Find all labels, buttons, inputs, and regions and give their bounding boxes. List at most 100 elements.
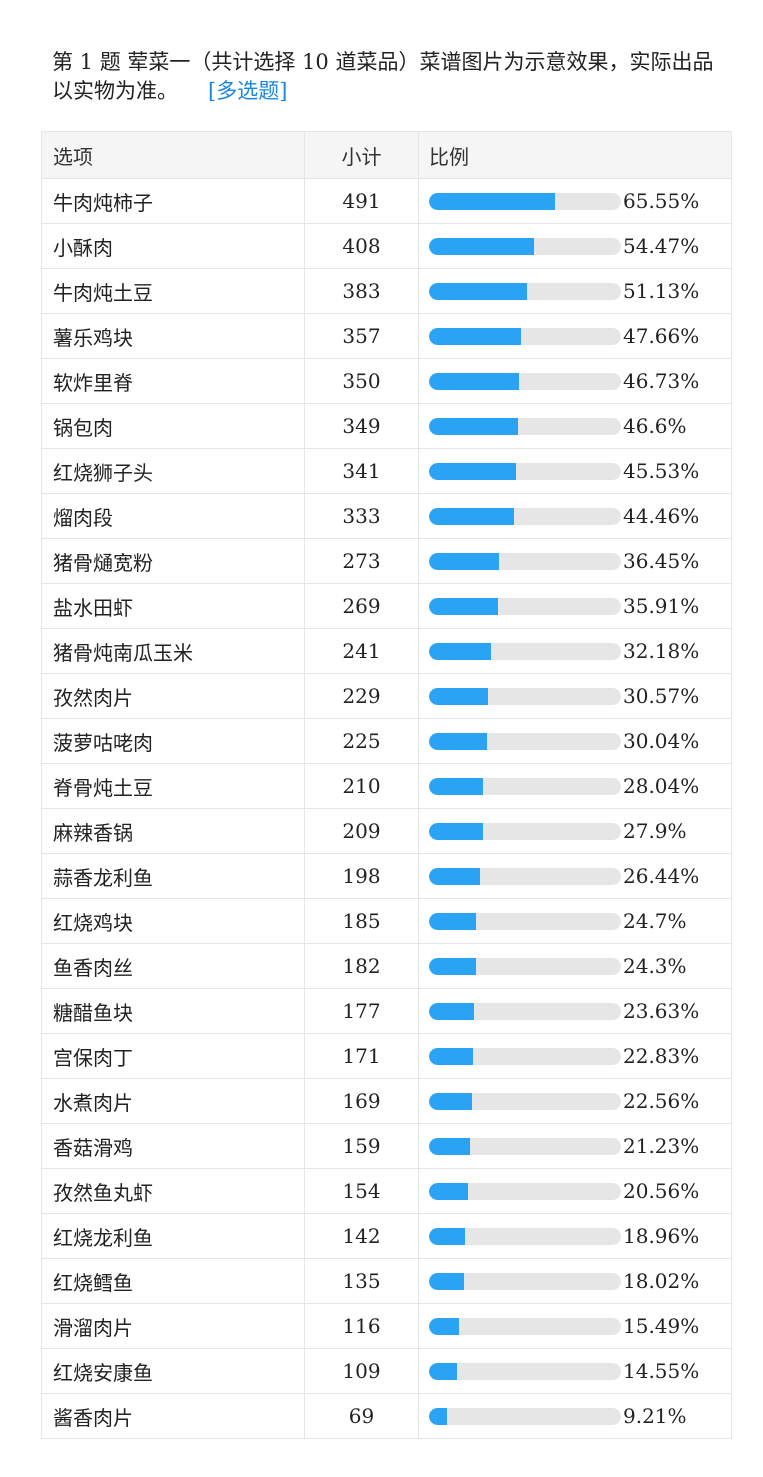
row-count: 198 — [304, 853, 419, 899]
ratio-bar-track — [429, 822, 621, 840]
row-option: 小酥肉 — [41, 223, 305, 269]
ratio-bar-wrap: 14.55% — [429, 1359, 731, 1383]
ratio-percent: 46.73% — [623, 369, 700, 393]
row-option: 薯乐鸡块 — [41, 313, 305, 359]
row-ratio: 44.46% — [418, 493, 732, 539]
row-count: 229 — [304, 673, 419, 719]
ratio-percent: 65.55% — [623, 189, 700, 213]
ratio-bar-track — [429, 1227, 621, 1245]
row-count: 135 — [304, 1258, 419, 1304]
ratio-bar-fill — [429, 327, 521, 345]
row-option: 牛肉炖土豆 — [41, 268, 305, 314]
ratio-bar-wrap: 36.45% — [429, 549, 731, 573]
ratio-bar-fill — [429, 1362, 457, 1380]
ratio-bar-fill — [429, 552, 499, 570]
row-option: 红烧龙利鱼 — [41, 1213, 305, 1259]
table-row: 锅包肉 349 46.6% — [41, 403, 732, 449]
ratio-bar-fill — [429, 1272, 464, 1290]
multi-select-tag[interactable]: [多选题] — [208, 79, 288, 103]
row-option: 牛肉炖柿子 — [41, 178, 305, 224]
ratio-bar-wrap: 27.9% — [429, 819, 731, 843]
ratio-bar-track — [429, 372, 621, 390]
ratio-bar-track — [429, 1272, 621, 1290]
ratio-bar-fill — [429, 282, 528, 300]
ratio-bar-fill — [429, 1227, 466, 1245]
row-option: 红烧狮子头 — [41, 448, 305, 494]
row-ratio: 35.91% — [418, 583, 732, 629]
ratio-bar-wrap: 28.04% — [429, 774, 731, 798]
row-count: 169 — [304, 1078, 419, 1124]
row-ratio: 21.23% — [418, 1123, 732, 1169]
ratio-bar-fill — [429, 237, 534, 255]
ratio-bar-fill — [429, 507, 515, 525]
ratio-percent: 32.18% — [623, 639, 700, 663]
row-ratio: 47.66% — [418, 313, 732, 359]
ratio-bar-wrap: 30.57% — [429, 684, 731, 708]
row-ratio: 51.13% — [418, 268, 732, 314]
ratio-bar-wrap: 9.21% — [429, 1404, 731, 1428]
ratio-bar-wrap: 18.02% — [429, 1269, 731, 1293]
ratio-percent: 27.9% — [623, 819, 687, 843]
ratio-percent: 44.46% — [623, 504, 700, 528]
ratio-bar-track — [429, 237, 621, 255]
row-ratio: 15.49% — [418, 1303, 732, 1349]
row-ratio: 46.6% — [418, 403, 732, 449]
row-count: 209 — [304, 808, 419, 854]
ratio-bar-fill — [429, 732, 487, 750]
ratio-percent: 20.56% — [623, 1179, 700, 1203]
ratio-bar-track — [429, 912, 621, 930]
ratio-bar-track — [429, 327, 621, 345]
table-row: 糖醋鱼块 177 23.63% — [41, 988, 732, 1034]
ratio-bar-wrap: 45.53% — [429, 459, 731, 483]
ratio-bar-wrap: 46.73% — [429, 369, 731, 393]
row-ratio: 45.53% — [418, 448, 732, 494]
table-row: 滑溜肉片 116 15.49% — [41, 1303, 732, 1349]
row-count: 69 — [304, 1393, 419, 1439]
ratio-percent: 35.91% — [623, 594, 700, 618]
ratio-bar-fill — [429, 912, 477, 930]
row-count: 225 — [304, 718, 419, 764]
ratio-bar-track — [429, 642, 621, 660]
table-row: 红烧鸡块 185 24.7% — [41, 898, 732, 944]
row-option: 锅包肉 — [41, 403, 305, 449]
table-row: 牛肉炖土豆 383 51.13% — [41, 268, 732, 314]
ratio-bar-fill — [429, 372, 519, 390]
ratio-bar-wrap: 30.04% — [429, 729, 731, 753]
ratio-percent: 14.55% — [623, 1359, 700, 1383]
table-row: 牛肉炖柿子 491 65.55% — [41, 178, 732, 224]
ratio-bar-wrap: 35.91% — [429, 594, 731, 618]
row-option: 红烧安康鱼 — [41, 1348, 305, 1394]
ratio-percent: 45.53% — [623, 459, 700, 483]
ratio-bar-track — [429, 417, 621, 435]
ratio-bar-fill — [429, 1137, 470, 1155]
row-option: 麻辣香锅 — [41, 808, 305, 854]
ratio-bar-track — [429, 1092, 621, 1110]
row-count: 182 — [304, 943, 419, 989]
table-header-row: 选项 小计 比例 — [41, 131, 732, 179]
ratio-bar-track — [429, 867, 621, 885]
ratio-bar-fill — [429, 822, 483, 840]
row-count: 269 — [304, 583, 419, 629]
row-count: 273 — [304, 538, 419, 584]
ratio-bar-wrap: 20.56% — [429, 1179, 731, 1203]
ratio-bar-track — [429, 732, 621, 750]
row-option: 糖醋鱼块 — [41, 988, 305, 1034]
ratio-bar-track — [429, 1317, 621, 1335]
row-ratio: 28.04% — [418, 763, 732, 809]
ratio-bar-fill — [429, 1002, 475, 1020]
ratio-bar-wrap: 46.6% — [429, 414, 731, 438]
row-count: 241 — [304, 628, 419, 674]
header-ratio: 比例 — [418, 131, 732, 179]
header-count: 小计 — [304, 131, 419, 179]
row-ratio: 20.56% — [418, 1168, 732, 1214]
row-ratio: 18.02% — [418, 1258, 732, 1304]
table-row: 猪骨炖南瓜玉米 241 32.18% — [41, 628, 732, 674]
ratio-percent: 46.6% — [623, 414, 687, 438]
ratio-bar-track — [429, 462, 621, 480]
header-option: 选项 — [41, 131, 305, 179]
table-row: 红烧龙利鱼 142 18.96% — [41, 1213, 732, 1259]
ratio-percent: 23.63% — [623, 999, 700, 1023]
table-row: 菠萝咕咾肉 225 30.04% — [41, 718, 732, 764]
table-row: 红烧狮子头 341 45.53% — [41, 448, 732, 494]
ratio-bar-track — [429, 777, 621, 795]
